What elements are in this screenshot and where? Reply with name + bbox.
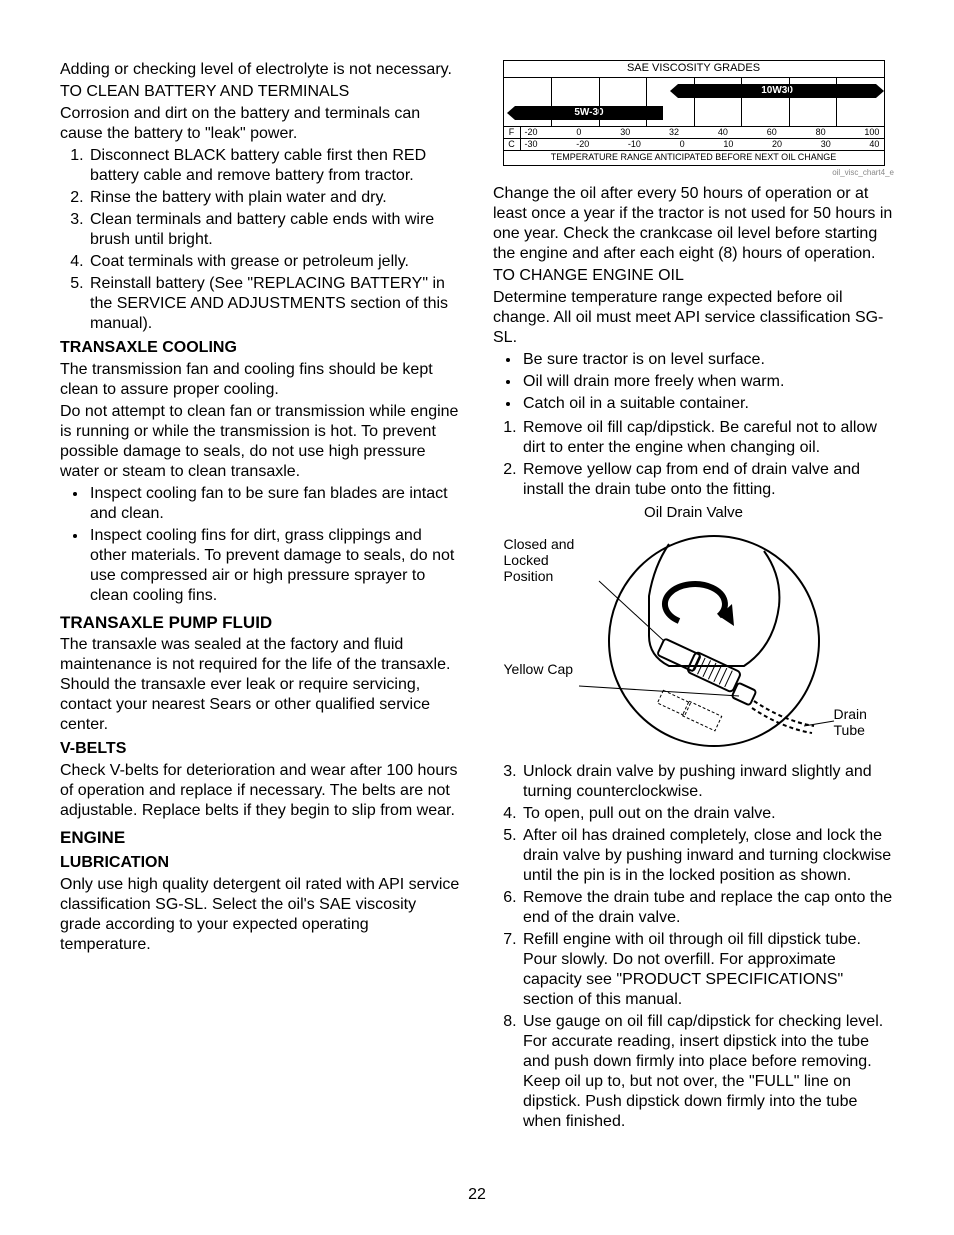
two-column-layout: Adding or checking level of electrolyte … (60, 60, 894, 1136)
list-item: After oil has drained completely, close … (521, 826, 894, 886)
document-page: Adding or checking level of electrolyte … (0, 0, 954, 1235)
chart-title: SAE VISCOSITY GRADES (504, 61, 884, 78)
heading-change-oil: TO CHANGE ENGINE OIL (493, 266, 894, 286)
chart-footer: TEMPERATURE RANGE ANTICIPATED BEFORE NEX… (504, 151, 884, 164)
oil-bullets: Be sure tractor is on level surface. Oil… (493, 350, 894, 414)
list-item: Remove the drain tube and replace the ca… (521, 888, 894, 928)
viscosity-chart: SAE VISCOSITY GRADES 10W30 5W-30 F -2003… (503, 60, 885, 166)
paragraph: Only use high quality detergent oil rate… (60, 875, 461, 955)
label-drain-tube: Drain Tube (834, 706, 884, 738)
c-values: -30-20-10010203040 (521, 139, 884, 150)
list-item: Remove yellow cap from end of drain valv… (521, 460, 894, 500)
heading-transaxle-pump: TRANSAXLE PUMP FLUID (60, 612, 461, 633)
heading-vbelts: V-BELTS (60, 739, 461, 759)
bar-5w30: 5W-30 (515, 106, 663, 120)
page-number: 22 (0, 1185, 954, 1205)
f-values: -2003032406080100 (521, 127, 884, 138)
celsius-scale: C -30-20-10010203040 (504, 139, 884, 151)
list-item: Oil will drain more freely when warm. (521, 372, 894, 392)
paragraph: The transmission fan and cooling fins sh… (60, 360, 461, 400)
oil-drain-diagram: Closed and Locked Position Yellow Cap Dr… (504, 526, 884, 756)
list-item: Reinstall battery (See "REPLACING BATTER… (88, 274, 461, 334)
paragraph: Change the oil after every 50 hours of o… (493, 184, 894, 264)
list-item: To open, pull out on the drain valve. (521, 804, 894, 824)
label-yellow-cap: Yellow Cap (504, 661, 574, 677)
list-item: Use gauge on oil fill cap/dipstick for c… (521, 1012, 894, 1132)
scale-label-f: F (504, 127, 521, 138)
paragraph: Adding or checking level of electrolyte … (60, 60, 461, 80)
diagram-title: Oil Drain Valve (493, 504, 894, 523)
list-item: Remove oil fill cap/dipstick. Be careful… (521, 418, 894, 458)
list-item: Clean terminals and battery cable ends w… (88, 210, 461, 250)
list-item: Coat terminals with grease or petroleum … (88, 252, 461, 272)
heading-engine: ENGINE (60, 827, 461, 848)
paragraph: The transaxle was sealed at the factory … (60, 635, 461, 735)
list-item: Refill engine with oil through oil fill … (521, 930, 894, 1010)
fahrenheit-scale: F -2003032406080100 (504, 127, 884, 139)
paragraph: Determine temperature range expected bef… (493, 288, 894, 348)
scale-label-c: C (504, 139, 521, 150)
list-item: Catch oil in a suitable container. (521, 394, 894, 414)
list-item: Disconnect BLACK battery cable first the… (88, 146, 461, 186)
heading-transaxle-cooling: TRANSAXLE COOLING (60, 338, 461, 358)
list-item: Be sure tractor is on level surface. (521, 350, 894, 370)
chart-bars-area: 10W30 5W-30 (504, 78, 884, 127)
right-column: SAE VISCOSITY GRADES 10W30 5W-30 F -2003… (493, 60, 894, 1136)
heading-clean-battery: TO CLEAN BATTERY AND TERMINALS (60, 82, 461, 102)
chart-note: oil_visc_chart4_e (493, 168, 894, 178)
paragraph: Corrosion and dirt on the battery and te… (60, 104, 461, 144)
battery-steps-list: Disconnect BLACK battery cable first the… (60, 146, 461, 334)
cooling-bullets: Inspect cooling fan to be sure fan blade… (60, 484, 461, 606)
list-item: Inspect cooling fan to be sure fan blade… (88, 484, 461, 524)
list-item: Unlock drain valve by pushing inward sli… (521, 762, 894, 802)
paragraph: Do not attempt to clean fan or transmiss… (60, 402, 461, 482)
bar-10w30: 10W30 (678, 84, 876, 98)
oil-steps-b: Unlock drain valve by pushing inward sli… (493, 762, 894, 1132)
list-item: Rinse the battery with plain water and d… (88, 188, 461, 208)
heading-lubrication: LUBRICATION (60, 853, 461, 873)
label-closed-locked: Closed and Locked Position (504, 536, 594, 584)
left-column: Adding or checking level of electrolyte … (60, 60, 461, 1136)
list-item: Inspect cooling fins for dirt, grass cli… (88, 526, 461, 606)
oil-steps-a: Remove oil fill cap/dipstick. Be careful… (493, 418, 894, 500)
paragraph: Check V-belts for deterioration and wear… (60, 761, 461, 821)
